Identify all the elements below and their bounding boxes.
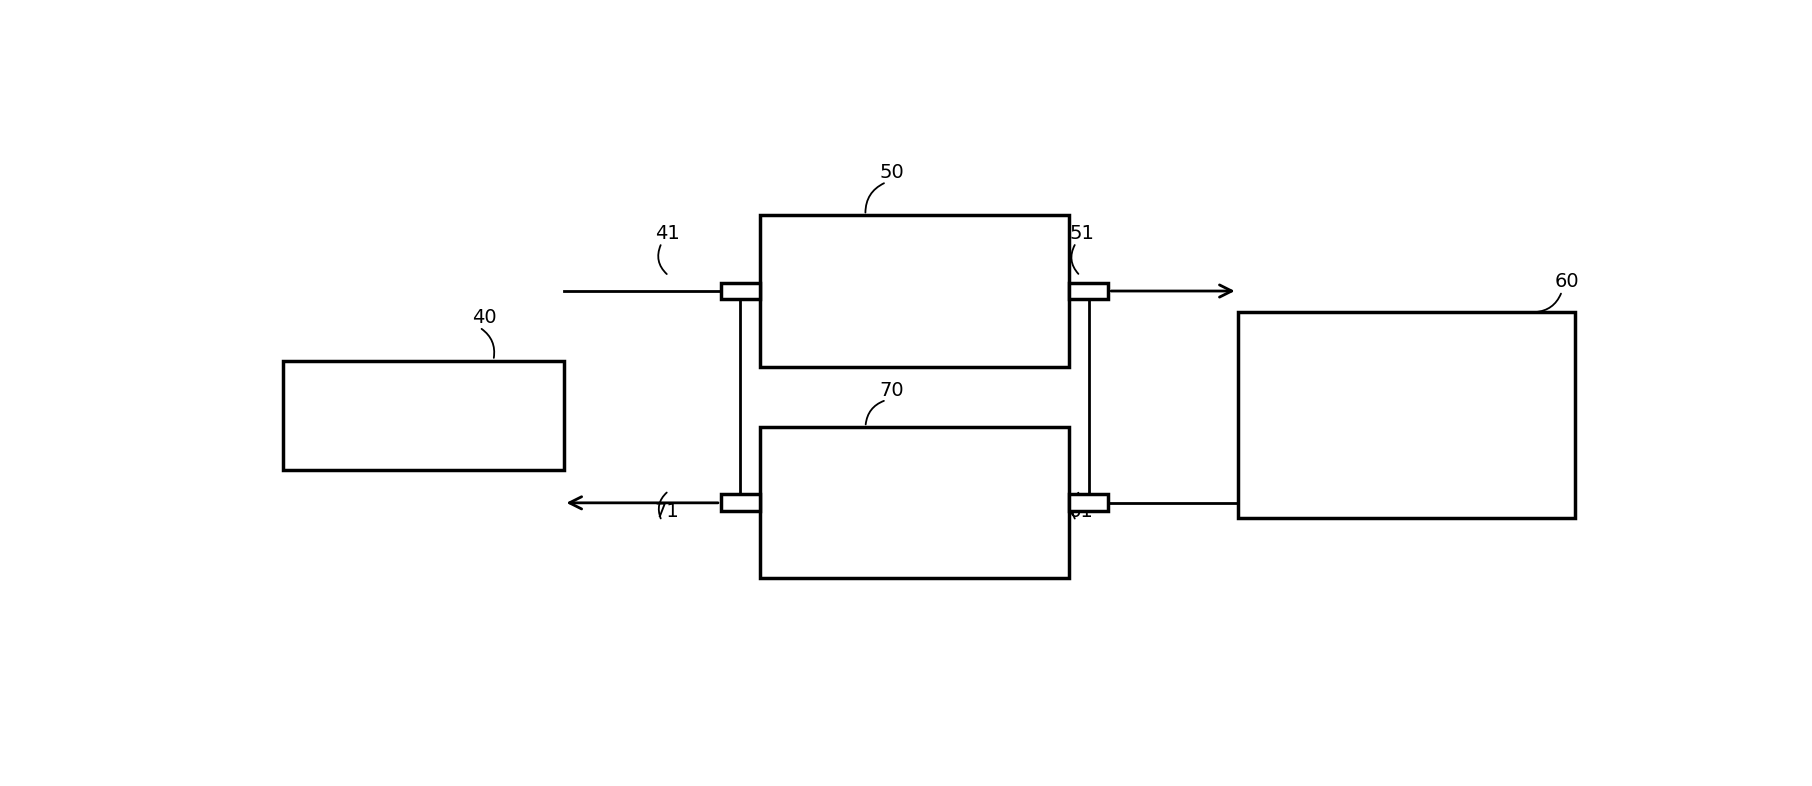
Text: Ultrasonic: Ultrasonic — [1339, 379, 1473, 403]
Text: 71: 71 — [654, 502, 680, 521]
Bar — [1238, 312, 1575, 518]
Bar — [283, 361, 564, 469]
Bar — [721, 494, 761, 512]
Text: circuit: circuit — [873, 303, 957, 327]
Bar — [1069, 494, 1109, 512]
Text: 51: 51 — [1069, 223, 1094, 243]
Text: Receiving: Receiving — [850, 467, 978, 490]
Text: 60: 60 — [1555, 272, 1580, 291]
Text: 50: 50 — [879, 163, 904, 182]
Text: circuit: circuit — [873, 515, 957, 539]
Bar — [761, 428, 1069, 578]
Text: 70: 70 — [879, 381, 904, 400]
Bar — [1069, 282, 1109, 299]
Text: transducer: transducer — [1334, 428, 1479, 451]
Text: Emitting: Emitting — [857, 255, 971, 279]
Bar — [761, 215, 1069, 366]
Text: 61: 61 — [1069, 502, 1094, 521]
Bar — [721, 282, 761, 299]
Text: 41: 41 — [654, 223, 680, 243]
Text: Microprocessor: Microprocessor — [321, 403, 525, 427]
Text: 40: 40 — [473, 308, 496, 327]
